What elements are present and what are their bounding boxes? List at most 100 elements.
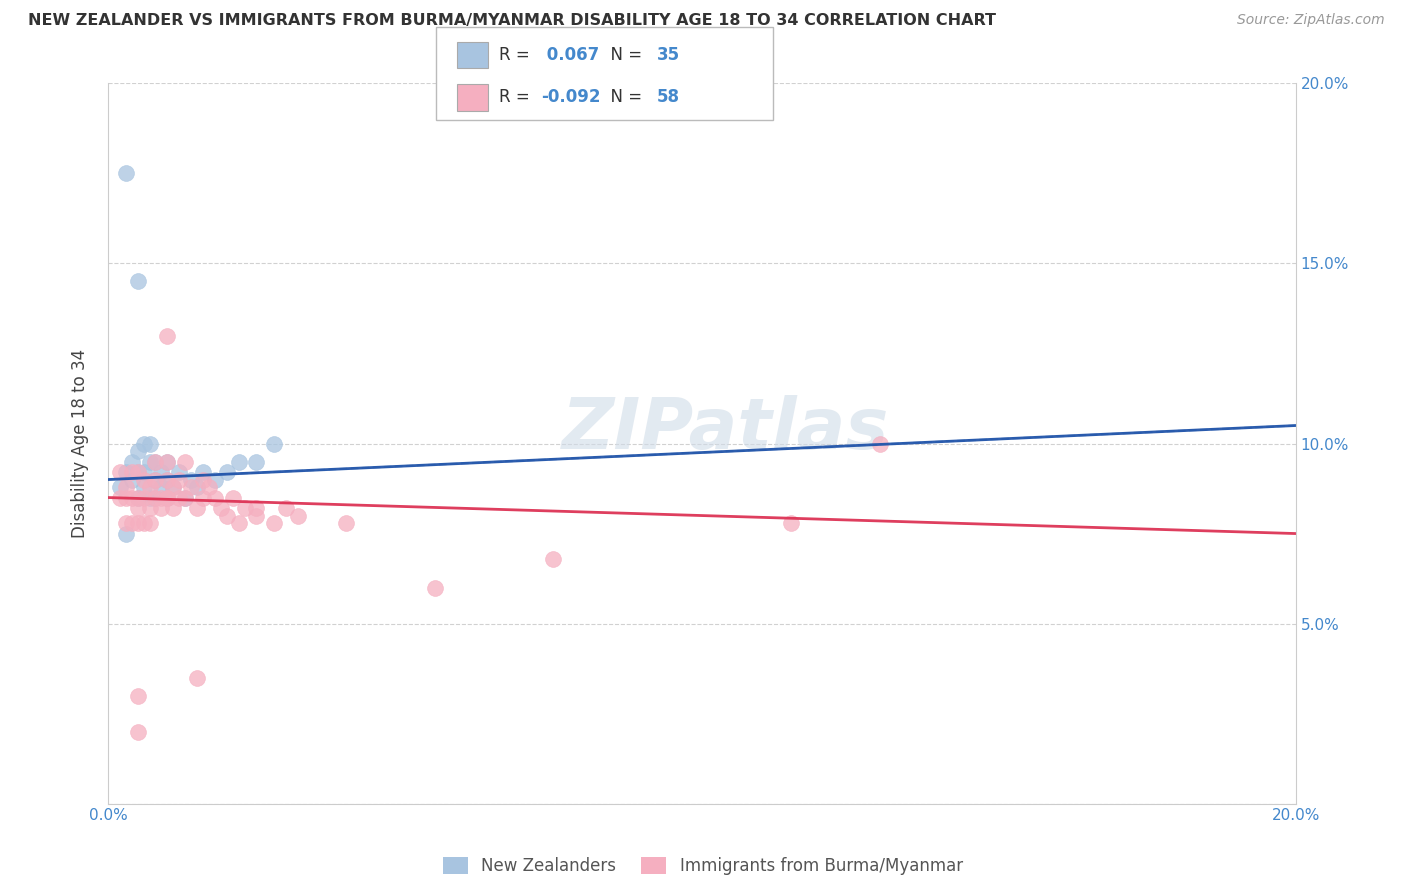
Point xyxy=(138,491,160,505)
Text: 0.067: 0.067 xyxy=(541,46,599,64)
Point xyxy=(198,480,221,494)
Point xyxy=(114,466,136,480)
Text: N =: N = xyxy=(600,46,648,64)
Point xyxy=(145,473,167,487)
Point xyxy=(204,473,226,487)
Point xyxy=(114,516,136,530)
Point xyxy=(145,473,167,487)
Point xyxy=(132,491,155,505)
Point xyxy=(121,491,143,505)
Point xyxy=(127,466,149,480)
Text: NEW ZEALANDER VS IMMIGRANTS FROM BURMA/MYANMAR DISABILITY AGE 18 TO 34 CORRELATI: NEW ZEALANDER VS IMMIGRANTS FROM BURMA/M… xyxy=(28,13,995,29)
Point xyxy=(156,454,179,468)
Point xyxy=(156,491,179,505)
Point xyxy=(162,480,184,494)
Point xyxy=(180,473,202,487)
Point xyxy=(156,473,179,487)
Point xyxy=(114,166,136,180)
Point xyxy=(145,491,167,505)
Point xyxy=(127,275,149,289)
Point xyxy=(132,516,155,530)
Point xyxy=(335,516,357,530)
Point xyxy=(287,508,309,523)
Point xyxy=(174,454,197,468)
Point xyxy=(167,473,190,487)
Point xyxy=(180,480,202,494)
Text: R =: R = xyxy=(499,46,536,64)
Point xyxy=(145,454,167,468)
Point xyxy=(121,473,143,487)
Point xyxy=(121,516,143,530)
Point xyxy=(138,436,160,450)
Point xyxy=(114,480,136,494)
Point xyxy=(127,689,149,703)
Point xyxy=(108,480,131,494)
Point xyxy=(156,454,179,468)
Y-axis label: Disability Age 18 to 34: Disability Age 18 to 34 xyxy=(72,349,89,538)
Point xyxy=(162,480,184,494)
Point xyxy=(145,491,167,505)
Point xyxy=(138,501,160,516)
Text: -0.092: -0.092 xyxy=(541,88,600,106)
Point xyxy=(127,443,149,458)
Point xyxy=(276,501,298,516)
Point xyxy=(423,581,446,595)
Point xyxy=(162,501,184,516)
Point xyxy=(191,491,214,505)
Point xyxy=(263,436,285,450)
Point xyxy=(167,491,190,505)
Point xyxy=(221,491,243,505)
Point xyxy=(138,516,160,530)
Point xyxy=(145,454,167,468)
Point xyxy=(132,480,155,494)
Legend: New Zealanders, Immigrants from Burma/Myanmar: New Zealanders, Immigrants from Burma/My… xyxy=(436,850,970,882)
Point xyxy=(191,473,214,487)
Point xyxy=(156,473,179,487)
Point xyxy=(150,466,173,480)
Point xyxy=(233,501,256,516)
Point xyxy=(156,491,179,505)
Point xyxy=(204,491,226,505)
Point xyxy=(121,466,143,480)
Point xyxy=(132,436,155,450)
Point xyxy=(186,671,208,685)
Point xyxy=(245,508,267,523)
Point xyxy=(108,466,131,480)
Point xyxy=(127,466,149,480)
Point xyxy=(127,491,149,505)
Point xyxy=(191,466,214,480)
Text: 58: 58 xyxy=(657,88,679,106)
Point xyxy=(121,454,143,468)
Point xyxy=(174,491,197,505)
Text: N =: N = xyxy=(600,88,648,106)
Point xyxy=(114,491,136,505)
Point xyxy=(186,480,208,494)
Text: 35: 35 xyxy=(657,46,679,64)
Point xyxy=(114,526,136,541)
Point xyxy=(108,491,131,505)
Point xyxy=(263,516,285,530)
Point xyxy=(127,501,149,516)
Point xyxy=(228,454,250,468)
Point xyxy=(150,480,173,494)
Point xyxy=(138,480,160,494)
Point xyxy=(245,501,267,516)
Point xyxy=(209,501,232,516)
Point xyxy=(543,551,565,566)
Point xyxy=(150,501,173,516)
Point xyxy=(869,436,891,450)
Point xyxy=(215,508,238,523)
Text: Source: ZipAtlas.com: Source: ZipAtlas.com xyxy=(1237,13,1385,28)
Point xyxy=(127,516,149,530)
Point xyxy=(127,724,149,739)
Point xyxy=(779,516,801,530)
Point xyxy=(186,501,208,516)
Point xyxy=(132,473,155,487)
Point xyxy=(156,328,179,343)
Point xyxy=(228,516,250,530)
Point xyxy=(167,466,190,480)
Text: R =: R = xyxy=(499,88,536,106)
Point xyxy=(150,491,173,505)
Point xyxy=(156,491,179,505)
Point xyxy=(138,454,160,468)
